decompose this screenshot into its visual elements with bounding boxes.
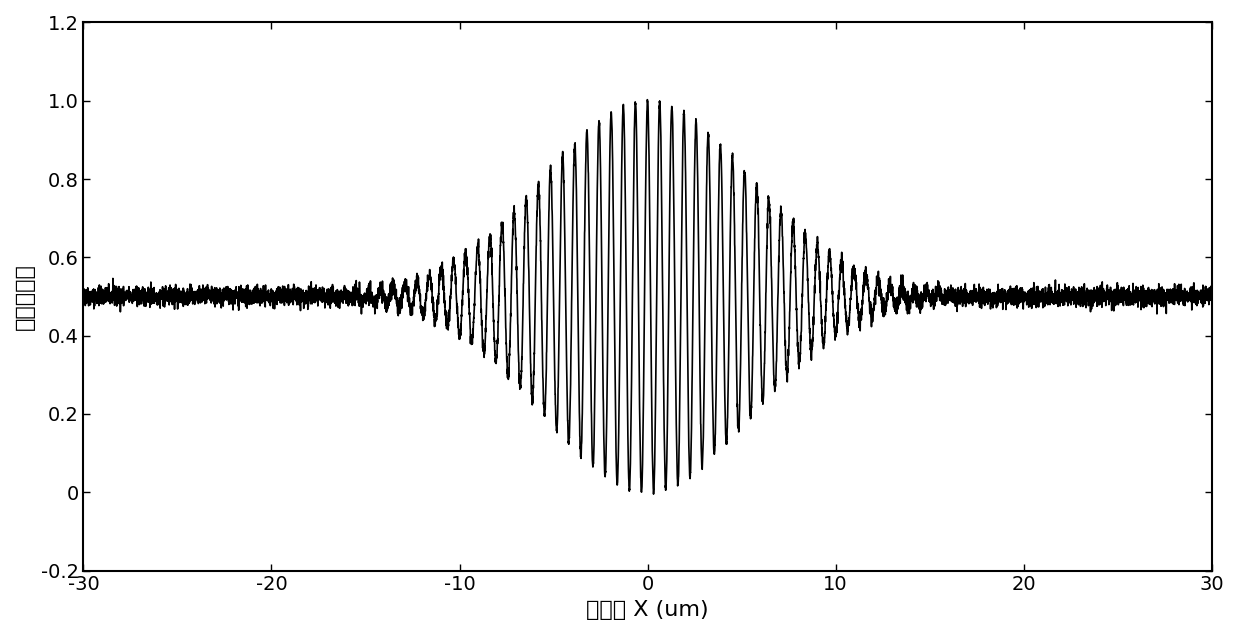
Y-axis label: 归一化强度: 归一化强度 (15, 263, 35, 330)
X-axis label: 光程差 X (um): 光程差 X (um) (586, 600, 709, 620)
